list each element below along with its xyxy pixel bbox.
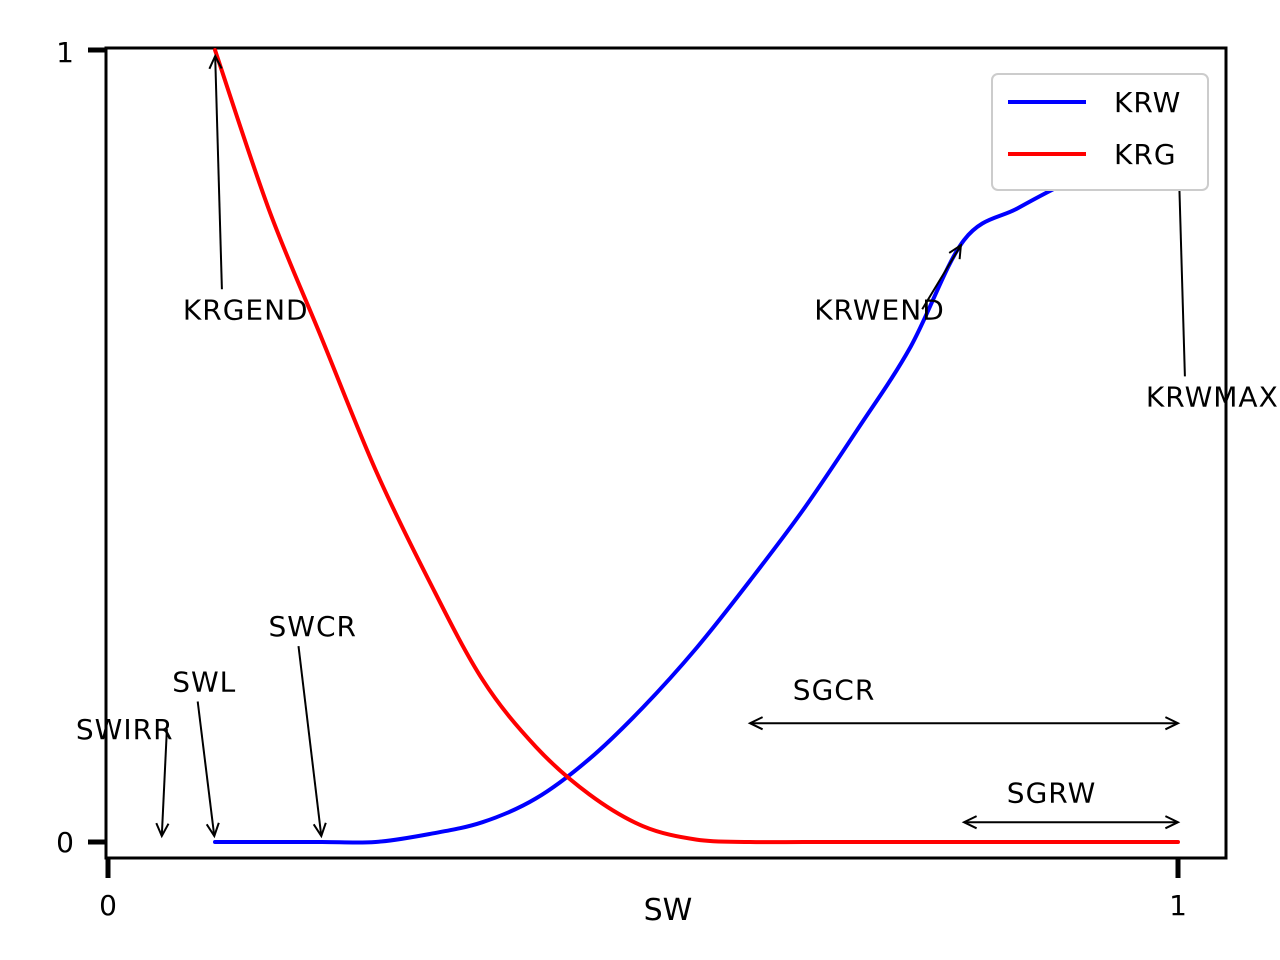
annotation-label-krwmax: KRWMAX xyxy=(1146,380,1279,413)
annotation-label-swirr: SWIRR xyxy=(76,713,174,746)
annotation-arrow-swirr xyxy=(160,728,168,837)
annotation-label-krgend: KRGEND xyxy=(183,293,309,326)
annotation-label-swl: SWL xyxy=(172,666,236,699)
annotation-label-sgcr: SGCR xyxy=(793,673,875,706)
x-tick-label-1: 1 xyxy=(1169,889,1187,922)
y-tick-label-1: 1 xyxy=(56,36,74,69)
x-tick-label-0: 0 xyxy=(99,889,117,922)
annotation-label-krwend: KRWEND xyxy=(814,293,945,326)
annotation-arrowhead-swirr xyxy=(155,822,170,839)
annotation-layer: KRGEND KRWEND KRWMAX SWIRR SWL SWCR SGCR SGRW xyxy=(76,53,1279,839)
legend: KRW KRG xyxy=(991,73,1209,191)
y-tick-label-0: 0 xyxy=(56,826,74,859)
annotation-arrowhead-krgend xyxy=(208,53,223,70)
series-line-krg xyxy=(213,48,1180,845)
annotation-label-swcr: SWCR xyxy=(269,610,357,643)
annotation-arrowhead-swl xyxy=(205,822,220,839)
series-layer xyxy=(213,48,1180,845)
legend-label-krg: KRG xyxy=(1114,138,1177,171)
annotation-arrow-krwend xyxy=(921,244,962,310)
annotation-arrowhead-right-sgcr xyxy=(1164,716,1181,731)
series-line-krw xyxy=(213,139,1180,845)
annotation-arrowhead-swcr xyxy=(312,822,327,839)
annotation-arrow-swcr xyxy=(297,645,323,837)
annotation-arrowhead-krwend xyxy=(948,243,963,260)
x-axis-label: SW xyxy=(644,893,693,928)
annotation-arrowhead-left-sgcr xyxy=(747,716,764,731)
legend-label-krw: KRW xyxy=(1114,86,1181,119)
annotation-arrow-krgend xyxy=(214,55,223,290)
annotation-arrow-swl xyxy=(196,701,216,837)
annotation-arrowhead-left-sgrw xyxy=(961,815,978,830)
annotation-label-sgrw: SGRW xyxy=(1007,776,1096,809)
annotation-arrowhead-right-sgrw xyxy=(1164,815,1181,830)
plot-frame xyxy=(104,46,1228,860)
